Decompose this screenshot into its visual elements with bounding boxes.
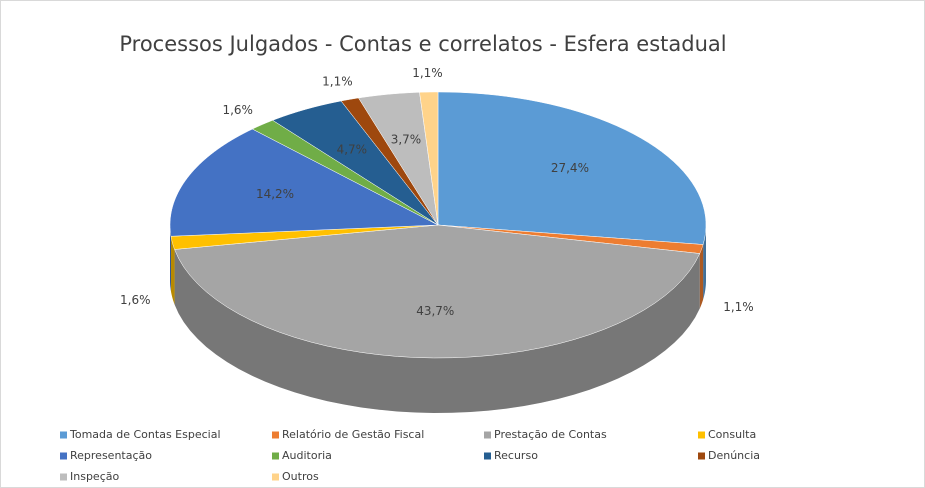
legend-label: Recurso — [494, 449, 538, 462]
slice-side-shade — [699, 244, 704, 309]
slice — [340, 97, 439, 226]
legend-label: Tomada de Contas Especial — [69, 428, 221, 441]
legend-label: Inspeção — [70, 470, 119, 483]
legend-label: Auditoria — [282, 449, 332, 462]
data-label: 1,1% — [322, 74, 353, 88]
data-label: 14,2% — [256, 187, 294, 201]
slice-side — [174, 249, 700, 413]
slice-side-shade — [170, 225, 171, 292]
legend-label: Prestação de Contas — [494, 428, 607, 441]
chart-title: Processos Julgados - Contas e correlatos… — [119, 32, 726, 56]
legend-label: Outros — [282, 470, 319, 483]
slice-side-shade — [170, 236, 175, 305]
data-label: 3,7% — [391, 133, 422, 147]
data-label: 1,6% — [120, 293, 151, 307]
data-label: 1,1% — [412, 66, 443, 80]
legend-label: Relatório de Gestão Fiscal — [282, 428, 424, 441]
legend-swatch — [698, 431, 705, 439]
legend-swatch — [60, 431, 67, 439]
legend-label: Representação — [70, 449, 152, 462]
slice — [437, 91, 707, 245]
data-label: 1,6% — [222, 103, 253, 117]
data-label: 43,7% — [416, 304, 454, 318]
slice-side-shade — [703, 225, 706, 300]
slice-side-shade — [174, 249, 700, 413]
slice — [419, 91, 439, 226]
legend-swatch — [484, 431, 491, 439]
legend-swatch — [272, 452, 279, 460]
legend-label: Denúncia — [708, 449, 760, 462]
legend-swatch — [484, 452, 491, 460]
slice — [169, 128, 439, 237]
slice — [272, 100, 439, 226]
legend-swatch — [272, 431, 279, 439]
data-label: 4,7% — [337, 142, 368, 156]
slice — [358, 92, 439, 226]
slice-side — [170, 236, 175, 305]
data-label: 1,1% — [723, 300, 754, 314]
legend-swatch — [272, 473, 279, 481]
legend-swatch — [60, 452, 67, 460]
slice-side — [703, 225, 706, 300]
legend-swatch — [60, 473, 67, 481]
legend-label: Consulta — [708, 428, 756, 441]
slice-side — [699, 244, 704, 309]
slice-side — [170, 225, 171, 292]
slice — [174, 224, 701, 359]
legend-swatch — [698, 452, 705, 460]
slice — [170, 224, 439, 250]
slice — [251, 120, 439, 226]
data-label: 27,4% — [551, 161, 589, 175]
